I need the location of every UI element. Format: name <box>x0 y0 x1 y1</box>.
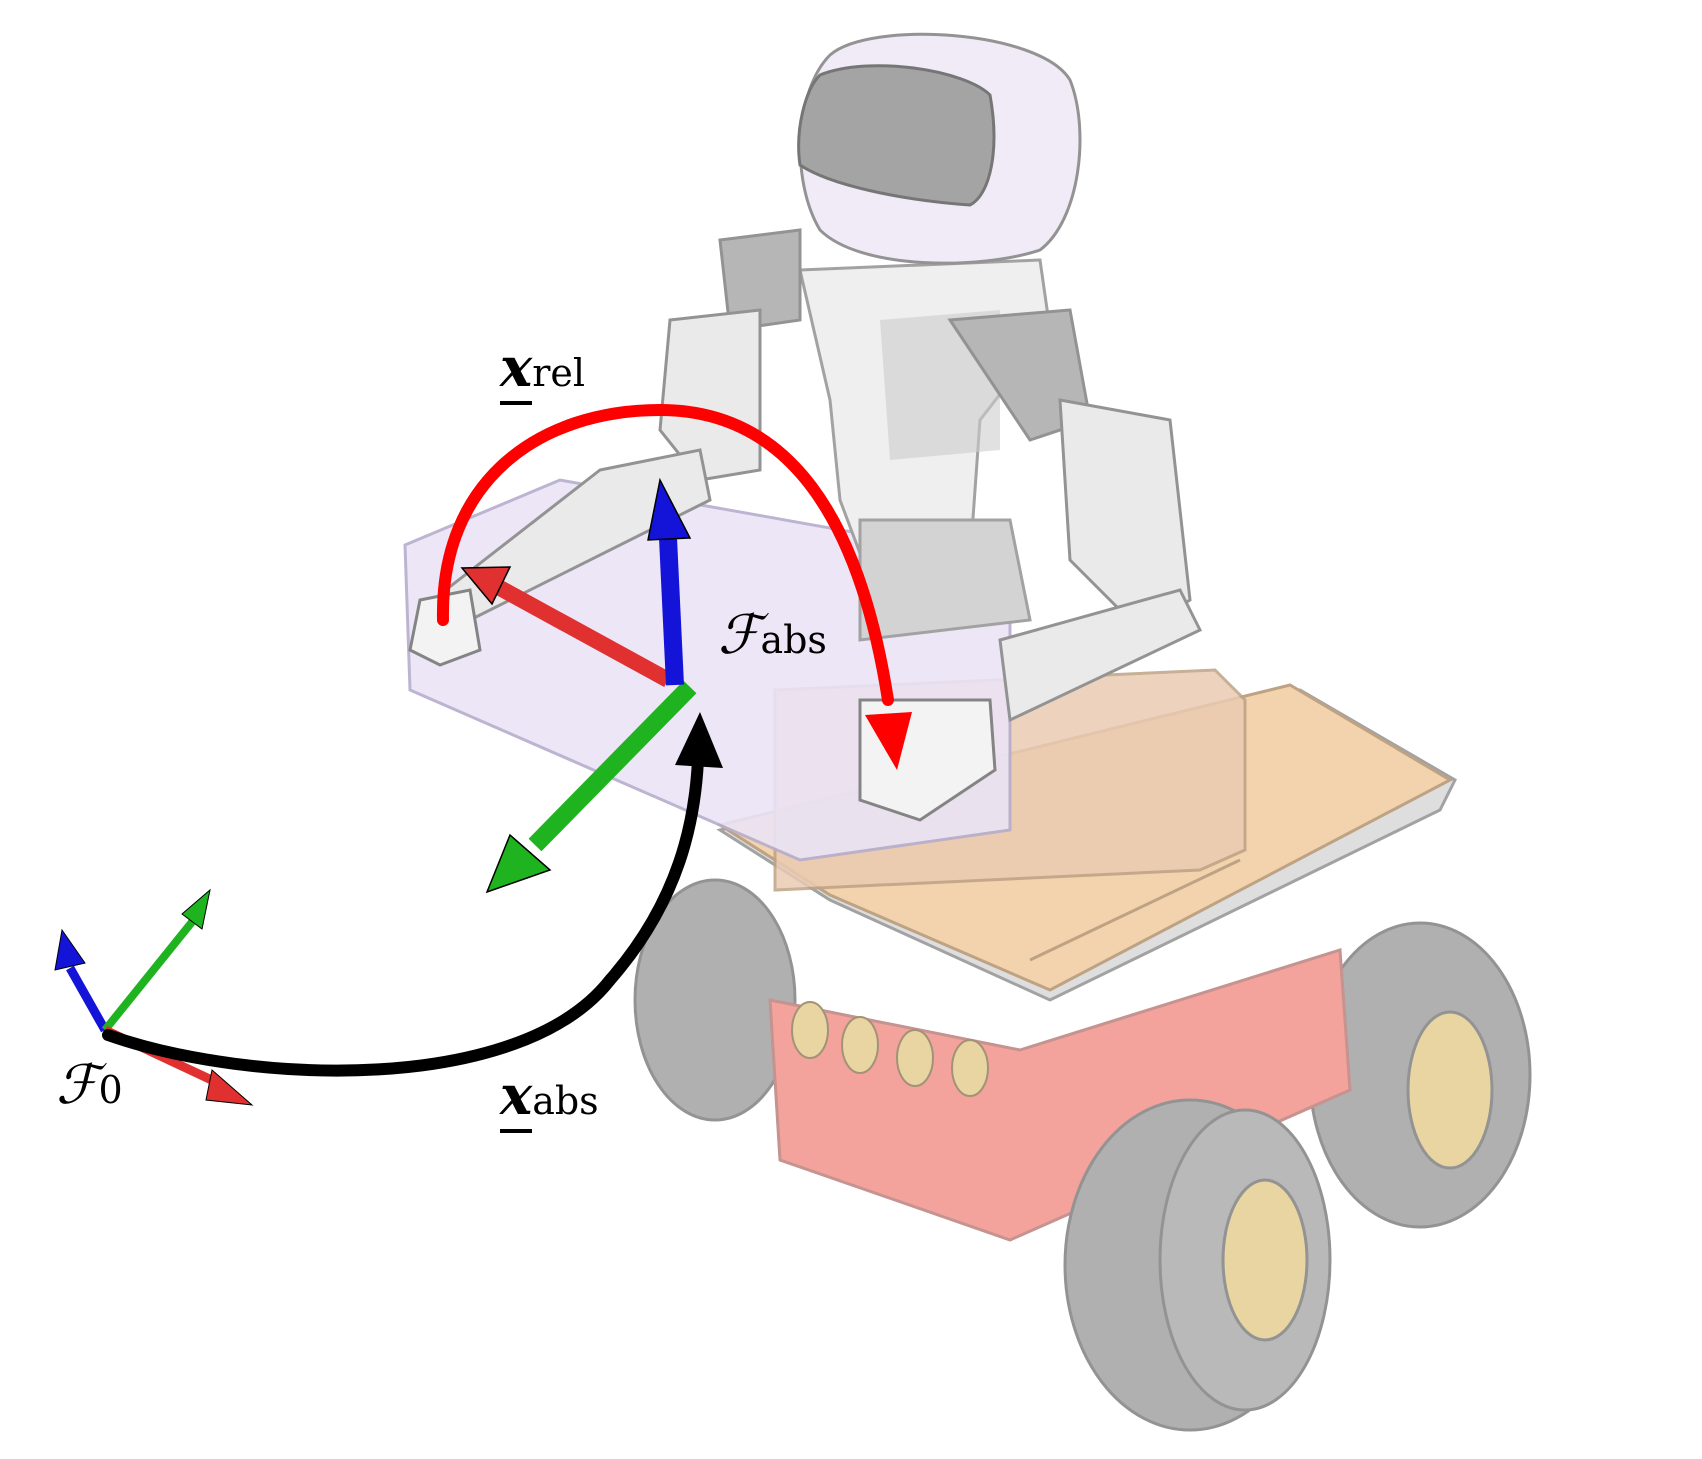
frame-fabs-axes <box>460 477 697 894</box>
x-abs-arrowhead <box>675 712 723 768</box>
fabs-x-arrowhead <box>460 566 512 606</box>
mobile-base-body <box>768 948 1352 1242</box>
x-abs-arrow <box>102 754 704 1077</box>
mobile-base-wheels-front <box>1063 1098 1332 1432</box>
label-x-abs: xabs <box>500 1063 599 1133</box>
fabs-x-axis <box>496 580 672 688</box>
x-rel-subscript: rel <box>532 351 586 395</box>
f-abs-subscript: abs <box>760 618 827 662</box>
x-rel-symbol: x <box>500 335 533 405</box>
label-f-abs: ℱabs <box>718 608 827 662</box>
f0-z-arrowhead <box>54 928 86 971</box>
fabs-y-axis <box>528 680 697 852</box>
robot-illustration <box>403 32 1532 1432</box>
mobile-base-bumpers <box>791 1001 989 1097</box>
x-rel-arrow <box>436 403 894 706</box>
f0-y-arrowhead <box>181 888 211 930</box>
f0-z-axis <box>66 965 109 1033</box>
f0-y-axis <box>101 919 196 1033</box>
x-abs-symbol: x <box>500 1063 533 1133</box>
f-0-symbol: ℱ <box>56 1053 99 1116</box>
f-abs-symbol: ℱ <box>718 603 761 666</box>
f0-x-arrowhead <box>205 1069 254 1106</box>
label-x-rel: xrel <box>500 335 586 405</box>
fabs-z-arrowhead <box>647 477 692 541</box>
fabs-y-arrowhead <box>485 833 552 894</box>
label-f-0: ℱ0 <box>56 1058 123 1112</box>
mobile-base-wheels-back <box>633 878 1532 1229</box>
x-rel-arrowhead <box>865 712 912 770</box>
fabs-z-axis <box>659 537 684 686</box>
robot-head <box>797 32 1082 265</box>
x-abs-subscript: abs <box>532 1079 599 1123</box>
f-0-subscript: 0 <box>98 1068 123 1112</box>
